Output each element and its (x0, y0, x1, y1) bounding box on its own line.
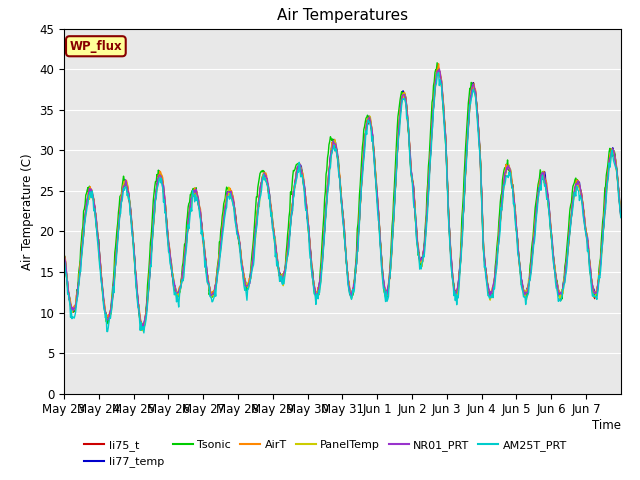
Text: Time: Time (592, 419, 621, 432)
Title: Air Temperatures: Air Temperatures (277, 9, 408, 24)
Legend: li75_t, li77_temp, Tsonic, AirT, PanelTemp, NR01_PRT, AM25T_PRT: li75_t, li77_temp, Tsonic, AirT, PanelTe… (80, 436, 572, 472)
Y-axis label: Air Temperature (C): Air Temperature (C) (21, 153, 34, 269)
Text: WP_flux: WP_flux (70, 40, 122, 53)
